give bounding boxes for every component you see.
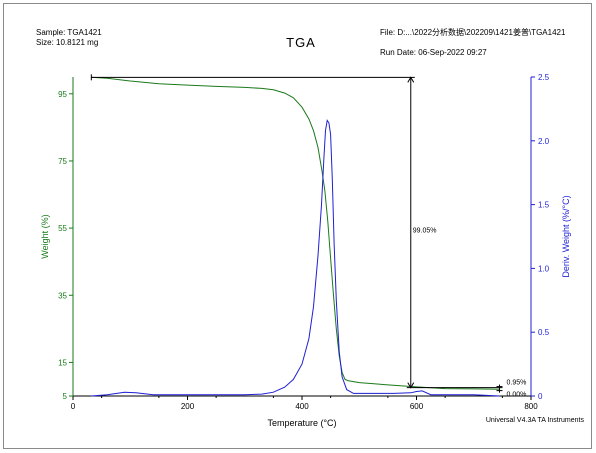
y-left-tick-label: 15	[58, 358, 67, 367]
tga-chart: Sample: TGA1421 Size: 10.8121 mg TGA Fil…	[36, 27, 585, 428]
y-left-tick-label: 95	[58, 90, 67, 99]
y-right-tick-label: 0.5	[538, 328, 550, 337]
y-right-tick-label: 1.5	[538, 201, 550, 210]
chart-title: TGA	[286, 35, 316, 50]
y-left-tick-label: 55	[58, 224, 67, 233]
y-right-tick-label: 0	[538, 392, 543, 401]
step-percent-label: 99.05%	[413, 227, 437, 234]
final-percent-label: 0.00%	[507, 392, 527, 399]
x-axis-label: Temperature (°C)	[267, 418, 336, 428]
x-tick-label: 800	[524, 402, 538, 411]
size-label: Size: 10.8121 mg	[36, 38, 98, 47]
file-label: File: D:...\2022分析数据\202209\1421姜普\TGA14…	[380, 27, 566, 37]
weight-line	[91, 76, 500, 390]
sample-label: Sample: TGA1421	[36, 28, 102, 37]
y-right-tick-label: 2.0	[538, 137, 550, 146]
y-left-tick-label: 5	[63, 392, 68, 401]
y-right-axis-label: Deriv. Weight (%/°C)	[561, 195, 571, 277]
x-tick-label: 200	[181, 402, 195, 411]
y-left-tick-label: 35	[58, 291, 67, 300]
y-left-tick-label: 75	[58, 157, 67, 166]
plot-area: 0 200 400 600 800 5 15 35 55 75 95 0 0.5 1.0 1.5 2.0 2.5…	[40, 73, 571, 428]
step-arrowhead-top	[407, 76, 415, 83]
run-date-label: Run Date: 06-Sep-2022 09:27	[380, 48, 487, 57]
y-right-tick-label: 2.5	[538, 73, 550, 82]
x-tick-label: 0	[71, 402, 76, 411]
x-tick-label: 400	[295, 402, 309, 411]
y-right-tick-label: 1.0	[538, 264, 550, 273]
chart-frame: Sample: TGA1421 Size: 10.8121 mg TGA Fil…	[3, 3, 592, 449]
instrument-label: Universal V4.3A TA Instruments	[486, 417, 585, 424]
residue-percent-label: 0.95%	[507, 380, 527, 387]
y-left-axis-label: Weight (%)	[40, 214, 50, 258]
deriv-weight-line	[91, 119, 500, 397]
x-tick-label: 600	[410, 402, 424, 411]
